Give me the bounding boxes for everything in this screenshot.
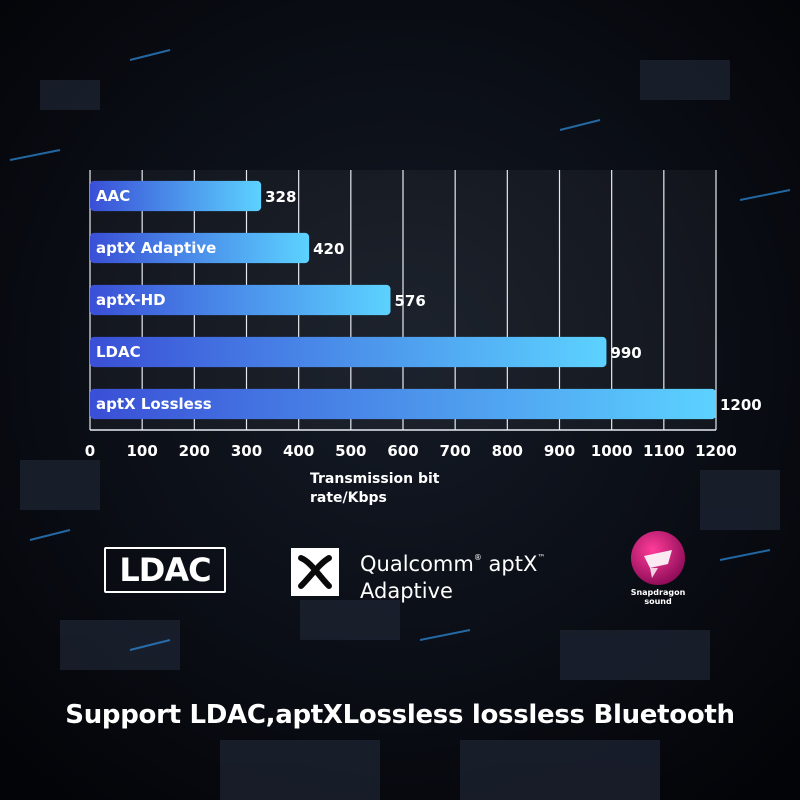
x-tick-label: 1100 — [643, 442, 685, 460]
bar — [90, 388, 716, 420]
qualcomm-label: Qualcomm — [360, 552, 474, 576]
bar-value-label: 1200 — [720, 396, 762, 414]
x-axis-ticks: 0 100 200 300 400 500 600 700 800 900 1000 1100 1200 — [85, 442, 737, 460]
adaptive-label: Adaptive — [360, 579, 453, 603]
aptx-label: aptX — [488, 552, 538, 576]
bar-category-label: aptX Adaptive — [96, 239, 216, 257]
snapdragon-label: Snapdragon — [630, 588, 686, 597]
x-axis-title: Transmission bit rate/Kbps — [310, 471, 440, 506]
bar — [90, 232, 310, 264]
snapdragon-icon — [631, 531, 685, 585]
bar-value-label: 420 — [313, 240, 344, 258]
x-tick-label: 900 — [544, 442, 575, 460]
snapdragon-sound-logo: Snapdragon sound — [628, 528, 688, 608]
x-tick-label: 400 — [283, 442, 314, 460]
bar-value-label: 990 — [610, 344, 641, 362]
x-tick-label: 600 — [387, 442, 418, 460]
bar-category-label: aptX-HD — [96, 291, 166, 309]
bar-category-label: LDAC — [96, 343, 141, 361]
bar-category-label: AAC — [96, 187, 130, 205]
x-tick-label: 1200 — [695, 442, 737, 460]
bar-value-label: 328 — [265, 188, 296, 206]
x-tick-label: 500 — [335, 442, 366, 460]
x-tick-label: 100 — [127, 442, 158, 460]
ldac-logo: LDAC — [104, 547, 226, 593]
ldac-logo-text: LDAC — [119, 551, 211, 589]
bar — [90, 180, 262, 212]
bitrate-bar-chart: AAC 328 aptX Adaptive 420 aptX-HD 576 LDAC 990 a… — [85, 170, 762, 460]
sound-label: sound — [644, 597, 672, 606]
chart-bars: AAC 328 aptX Adaptive 420 aptX-HD 576 LDAC 990 a… — [90, 180, 762, 420]
headline: Support LDAC,aptXLossless lossless Bluet… — [65, 700, 735, 730]
x-tick-label: 200 — [179, 442, 210, 460]
x-tick-label: 300 — [231, 442, 262, 460]
bar-value-label: 576 — [394, 292, 425, 310]
bar — [90, 336, 607, 368]
x-tick-label: 800 — [492, 442, 523, 460]
bar-category-label: aptX Lossless — [96, 395, 212, 413]
bar — [90, 284, 391, 316]
x-tick-label: 0 — [85, 442, 95, 460]
snapdragon-text: Snapdragon sound — [628, 588, 688, 606]
x-tick-label: 700 — [440, 442, 471, 460]
aptx-adaptive-logo-text: Qualcomm® aptX™ Adaptive — [360, 552, 546, 603]
aptx-x-icon — [291, 548, 339, 596]
x-tick-label: 1000 — [591, 442, 633, 460]
